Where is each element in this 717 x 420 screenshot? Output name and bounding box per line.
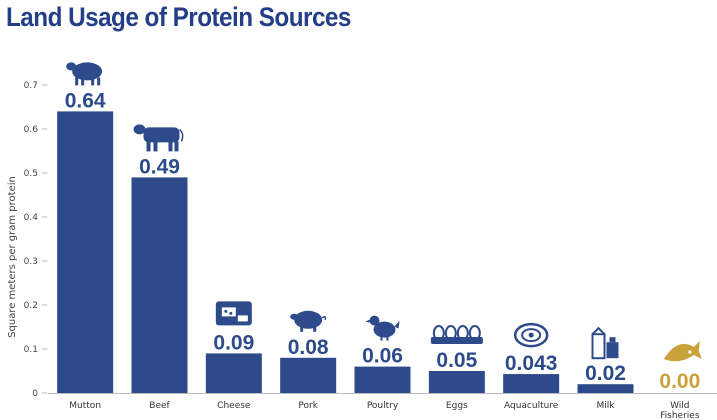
value-label: 0.05 <box>436 349 477 372</box>
category-label: Eggs <box>446 401 468 411</box>
y-tick-label: 0.4 <box>24 213 39 223</box>
value-label: 0.00 <box>659 370 700 393</box>
bar-milk <box>577 384 634 393</box>
cow-icon <box>133 124 184 152</box>
bar-cheese <box>205 353 262 393</box>
category-labels: Mutton Beef Cheese Pork Poultry Eggs Aquacultu… <box>69 401 700 420</box>
cheese-icon <box>215 301 252 326</box>
y-tick-label: 0.2 <box>24 301 38 311</box>
y-tick-label: 0.3 <box>24 257 38 267</box>
oyster-icon <box>513 322 549 348</box>
category-label: Mutton <box>69 401 101 411</box>
y-tick-label: 0 <box>32 389 38 399</box>
y-axis-ticks: 0 0.1 0.2 0.3 0.4 0.5 0.6 0.7 <box>24 81 47 399</box>
value-label: 0.49 <box>139 155 180 178</box>
category-label: Cheese <box>217 401 251 411</box>
pig-icon <box>290 310 327 332</box>
value-labels: 0.64 0.49 0.09 0.08 0.06 0.05 0.043 0.02 0.00 <box>65 89 701 393</box>
value-label: 0.043 <box>505 352 558 375</box>
sheep-icon <box>66 62 103 86</box>
bar-beef <box>131 177 188 393</box>
y-tick-label: 0.1 <box>24 345 38 355</box>
bar-poultry <box>354 366 411 393</box>
chicken-icon <box>365 315 400 341</box>
category-label: Fisheries <box>660 411 700 420</box>
category-label: Beef <box>149 401 170 411</box>
bar-pork <box>280 357 337 393</box>
category-label: Wild <box>670 401 689 411</box>
y-tick-label: 0.7 <box>24 81 38 91</box>
fish-icon <box>663 341 702 362</box>
bars <box>57 111 634 394</box>
value-label: 0.09 <box>213 331 254 354</box>
eggs-icon <box>430 325 483 344</box>
value-label: 0.02 <box>585 362 626 385</box>
category-label: Aquaculture <box>504 401 559 411</box>
y-tick-label: 0.6 <box>24 125 39 135</box>
milk-icon <box>591 326 619 360</box>
category-label: Milk <box>597 401 616 411</box>
bar-mutton <box>57 111 114 394</box>
y-tick-label: 0.5 <box>24 169 38 179</box>
value-label: 0.08 <box>288 336 329 359</box>
value-label: 0.06 <box>362 345 403 368</box>
value-label: 0.64 <box>65 89 106 112</box>
y-axis-label: Square meters per gram protein <box>7 176 18 338</box>
chart-title: Land Usage of Protein Sources <box>6 2 351 32</box>
category-label: Pork <box>298 401 318 411</box>
bar-eggs <box>428 371 485 393</box>
bar-aquaculture <box>503 374 560 393</box>
category-icons <box>66 62 702 362</box>
category-label: Poultry <box>367 401 399 411</box>
